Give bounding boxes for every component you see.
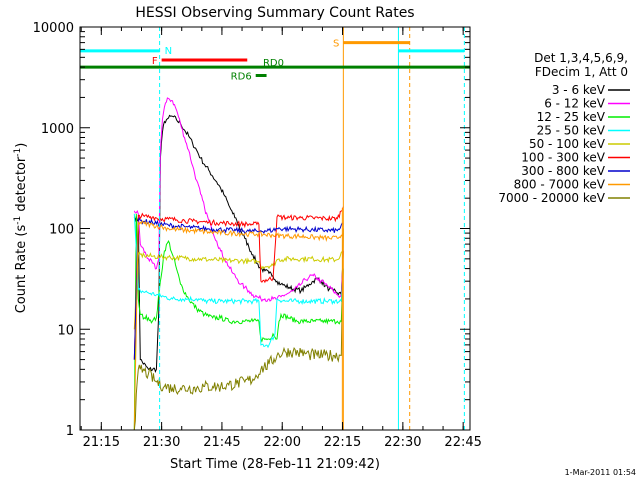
y-label-sup2: -1 — [13, 148, 23, 157]
legend: Det 1,3,4,5,6,9,FDecim 1, Att 0 3 - 6 keV… — [498, 51, 630, 205]
y-label-sup1: -1 — [13, 216, 23, 225]
series-line-3 — [133, 213, 344, 431]
y-axis-label: Count Rate (s-1 detector-1) — [13, 143, 29, 314]
series-line-2 — [133, 97, 344, 303]
x-tick-label-5: 22:15 — [324, 435, 361, 450]
legend-label-2: 6 - 12 keV — [544, 97, 606, 111]
chart-title: HESSI Observing Summary Count Rates — [135, 5, 414, 21]
legend-label-3: 12 - 25 keV — [537, 110, 606, 124]
y-tick-label-4: 1000 — [41, 122, 74, 137]
legend-label-1: 3 - 6 keV — [552, 83, 606, 97]
y-tick-label-5: 10000 — [33, 21, 74, 36]
series-line-9 — [133, 228, 344, 431]
footer-stamp: 1-Mar-2011 01:54 — [565, 468, 636, 477]
annotation-label-1: N — [165, 46, 172, 57]
y-tick-label-1: 1 — [66, 424, 74, 439]
series-line-1 — [133, 114, 344, 374]
series-line-6 — [133, 206, 344, 360]
y-tick-label-2: 10 — [57, 323, 74, 338]
annotation-label-6: RD6 — [231, 72, 252, 83]
series-line-5 — [133, 250, 344, 330]
x-tick-label-3: 21:45 — [203, 435, 240, 450]
y-tick-label-3: 100 — [49, 223, 74, 238]
annotation-label-5: RD0 — [263, 58, 284, 69]
legend-label-6: 100 - 300 keV — [521, 151, 605, 165]
x-tick-label-4: 22:00 — [264, 435, 301, 450]
y-label-main: Count Rate (s — [14, 225, 29, 314]
legend-label-5: 50 - 100 keV — [529, 137, 606, 151]
series-line-7 — [133, 216, 344, 360]
x-axis: 21:15 21:30 21:45 22:00 22:15 22:30 22:45 — [80, 27, 482, 450]
x-tick-label-7: 22:45 — [444, 435, 481, 450]
annotation-label-4: S — [333, 39, 339, 50]
x-axis-label: Start Time (28-Feb-11 21:09:42) — [170, 457, 380, 472]
x-tick-label-1: 21:15 — [83, 435, 120, 450]
legend-header-1: Det 1,3,4,5,6,9, — [534, 51, 628, 65]
legend-label-8: 800 - 7000 keV — [514, 178, 606, 192]
x-tick-label-6: 22:30 — [384, 435, 421, 450]
series-layer — [133, 97, 344, 431]
annotation-layer: NF S RD0 RD6 — [80, 27, 470, 430]
legend-label-7: 300 - 800 keV — [521, 164, 605, 178]
series-line-4 — [133, 213, 344, 349]
series-line-8 — [133, 220, 344, 431]
y-label-mid: detector — [14, 156, 29, 216]
y-label-end: ) — [14, 143, 29, 148]
annotation-label-3: F — [152, 56, 158, 67]
y-axis: 1 10 100 1000 10000 — [33, 21, 470, 439]
x-tick-label-2: 21:30 — [143, 435, 180, 450]
legend-header-2: FDecim 1, Att 0 — [535, 65, 628, 79]
legend-label-4: 25 - 50 keV — [537, 124, 606, 138]
legend-label-9: 7000 - 20000 keV — [498, 191, 605, 205]
